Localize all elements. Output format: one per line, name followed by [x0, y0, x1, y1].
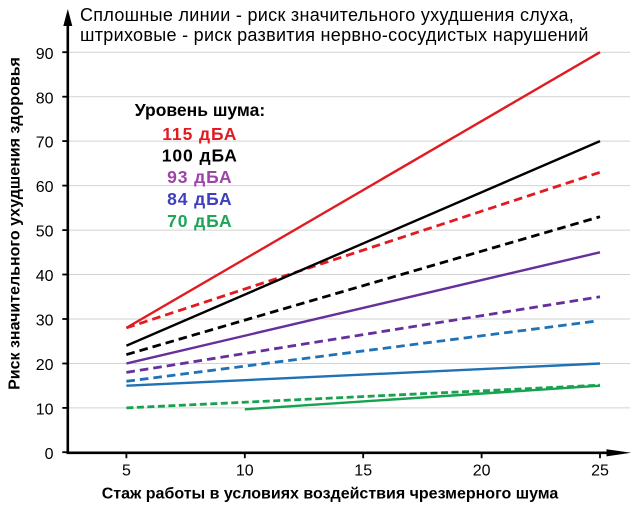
svg-text:70 дБА: 70 дБА [167, 211, 232, 231]
svg-text:10: 10 [36, 402, 54, 419]
svg-text:50: 50 [36, 224, 54, 241]
svg-text:Стаж работы в условиях воздейс: Стаж работы в условиях воздействия чрезм… [102, 486, 559, 503]
svg-text:115 дБА: 115 дБА [162, 124, 237, 144]
svg-text:Сплошные линии - риск значител: Сплошные линии - риск значительного ухуд… [80, 5, 574, 25]
svg-text:84 дБА: 84 дБА [167, 189, 232, 209]
svg-text:25: 25 [591, 463, 609, 480]
svg-text:93 дБА: 93 дБА [167, 167, 232, 187]
svg-text:0: 0 [45, 446, 54, 463]
svg-text:15: 15 [354, 463, 372, 480]
svg-text:Уровень шума:: Уровень шума: [135, 100, 265, 120]
svg-text:70: 70 [36, 135, 54, 152]
svg-text:Риск значительного ухудшения з: Риск значительного ухудшения здоровья [7, 57, 24, 390]
svg-text:100 дБА: 100 дБА [162, 146, 238, 166]
svg-text:штриховые - риск развития нерв: штриховые - риск развития нервно-сосудис… [80, 25, 589, 45]
svg-text:40: 40 [36, 268, 54, 285]
svg-text:10: 10 [236, 463, 254, 480]
svg-text:20: 20 [36, 357, 54, 374]
svg-text:5: 5 [122, 463, 131, 480]
svg-text:80: 80 [36, 90, 54, 107]
svg-text:90: 90 [36, 46, 54, 63]
svg-text:60: 60 [36, 179, 54, 196]
svg-text:30: 30 [36, 313, 54, 330]
svg-text:20: 20 [473, 463, 491, 480]
